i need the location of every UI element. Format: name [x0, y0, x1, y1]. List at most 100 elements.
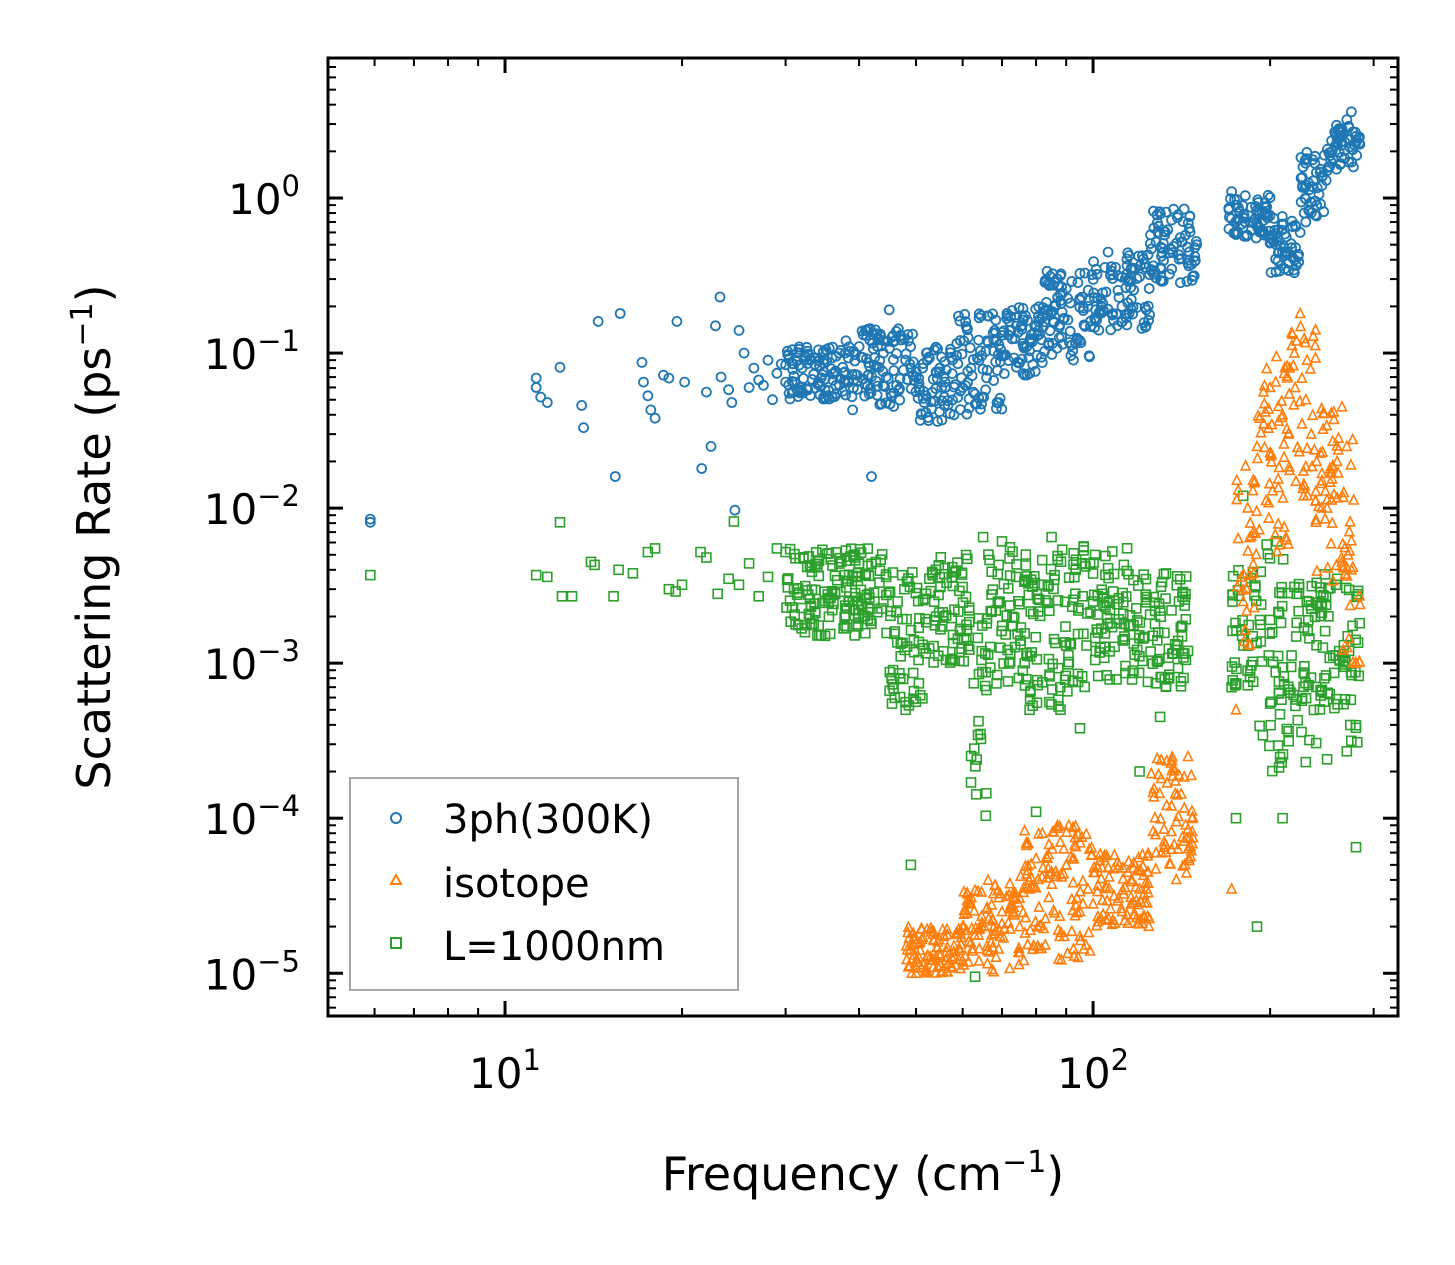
point-isotope — [1165, 763, 1178, 776]
point-isotope — [1262, 402, 1275, 414]
point-l-1000nm — [1277, 553, 1289, 565]
point-3ph-300k — [1125, 293, 1137, 305]
point-3ph-300k — [541, 397, 553, 408]
point-isotope — [1154, 812, 1167, 824]
point-l-1000nm — [1004, 656, 1016, 668]
point-isotope — [973, 941, 986, 954]
point-3ph-300k — [945, 343, 956, 355]
point-isotope — [1097, 907, 1109, 920]
point-isotope — [1082, 882, 1094, 894]
point-isotope — [1007, 900, 1020, 913]
point-l-1000nm — [1131, 603, 1142, 614]
point-3ph-300k — [1300, 216, 1312, 228]
point-l-1000nm — [733, 579, 745, 591]
point-3ph-300k — [859, 390, 871, 402]
point-isotope — [1273, 460, 1285, 473]
point-l-1000nm — [589, 559, 600, 571]
point-3ph-300k — [918, 397, 930, 409]
point-isotope — [1247, 566, 1260, 579]
point-l-1000nm — [1111, 674, 1122, 685]
point-isotope — [1127, 895, 1140, 908]
point-isotope — [1332, 431, 1345, 444]
point-l-1000nm — [1300, 756, 1312, 768]
point-l-1000nm — [1104, 674, 1115, 685]
point-3ph-300k — [998, 368, 1010, 380]
point-isotope — [1136, 916, 1149, 929]
point-isotope — [1169, 774, 1182, 786]
point-l-1000nm — [1024, 704, 1035, 716]
point-l-1000nm — [839, 620, 850, 632]
point-l-1000nm — [1004, 570, 1016, 581]
point-3ph-300k — [758, 379, 769, 391]
point-isotope — [980, 902, 993, 914]
y-tick-label: 100 — [228, 169, 300, 224]
point-l-1000nm — [1273, 762, 1285, 773]
point-isotope — [1158, 822, 1170, 834]
point-l-1000nm — [986, 606, 997, 618]
point-l-1000nm — [1030, 806, 1042, 818]
point-l-1000nm — [834, 552, 846, 564]
point-l-1000nm — [1175, 680, 1187, 692]
point-l-1000nm — [982, 649, 994, 661]
point-isotope — [1272, 517, 1284, 529]
legend-marker-3ph — [390, 812, 402, 824]
point-isotope — [1140, 882, 1153, 894]
point-l-1000nm — [995, 642, 1006, 654]
point-isotope — [1170, 872, 1183, 885]
point-isotope — [988, 926, 1001, 939]
point-l-1000nm — [1166, 605, 1177, 616]
point-isotope — [982, 873, 994, 886]
point-3ph-300k — [714, 291, 726, 303]
point-3ph-300k — [1017, 368, 1029, 379]
point-3ph-300k — [872, 341, 883, 353]
point-3ph-300k — [804, 354, 816, 366]
point-l-1000nm — [1118, 596, 1129, 608]
point-3ph-300k — [1166, 263, 1178, 275]
point-l-1000nm — [961, 619, 972, 631]
point-3ph-300k — [614, 308, 626, 319]
point-l-1000nm — [1118, 608, 1129, 620]
point-isotope — [946, 951, 958, 964]
point-l-1000nm — [1327, 650, 1339, 661]
point-isotope — [1331, 491, 1343, 503]
point-3ph-300k — [801, 341, 813, 353]
y-tick-label: 10−2 — [204, 479, 300, 534]
point-isotope — [1013, 919, 1026, 932]
point-isotope — [1022, 859, 1034, 871]
point-3ph-300k — [1325, 155, 1337, 167]
point-3ph-300k — [1304, 184, 1316, 196]
point-isotope — [1290, 334, 1303, 346]
point-l-1000nm — [971, 754, 983, 765]
point-isotope — [982, 911, 995, 924]
point-l-1000nm — [782, 573, 794, 584]
point-l-1000nm — [984, 641, 996, 653]
point-l-1000nm — [1174, 573, 1186, 585]
point-3ph-300k — [996, 329, 1008, 341]
point-l-1000nm — [865, 603, 876, 615]
point-isotope — [1225, 882, 1238, 894]
point-l-1000nm — [1275, 617, 1287, 629]
point-l-1000nm — [1277, 661, 1289, 673]
point-l-1000nm — [1072, 668, 1084, 680]
point-l-1000nm — [1276, 694, 1287, 706]
point-l-1000nm — [835, 586, 846, 598]
point-isotope — [1147, 824, 1159, 837]
point-isotope — [1091, 884, 1104, 897]
point-l-1000nm — [905, 624, 917, 636]
point-3ph-300k — [729, 504, 741, 516]
point-isotope — [1309, 323, 1322, 335]
point-l-1000nm — [1340, 582, 1352, 594]
point-3ph-300k — [767, 394, 778, 406]
point-3ph-300k — [1156, 275, 1167, 287]
point-isotope — [1057, 866, 1070, 879]
point-l-1000nm — [1230, 812, 1242, 824]
point-isotope — [1141, 909, 1154, 922]
point-l-1000nm — [806, 562, 818, 573]
point-isotope — [1321, 418, 1333, 431]
point-isotope — [1281, 371, 1293, 383]
point-3ph-300k — [975, 310, 987, 322]
point-l-1000nm — [1261, 539, 1272, 550]
point-isotope — [1108, 889, 1120, 901]
point-isotope — [1072, 950, 1084, 963]
point-l-1000nm — [1088, 557, 1099, 568]
